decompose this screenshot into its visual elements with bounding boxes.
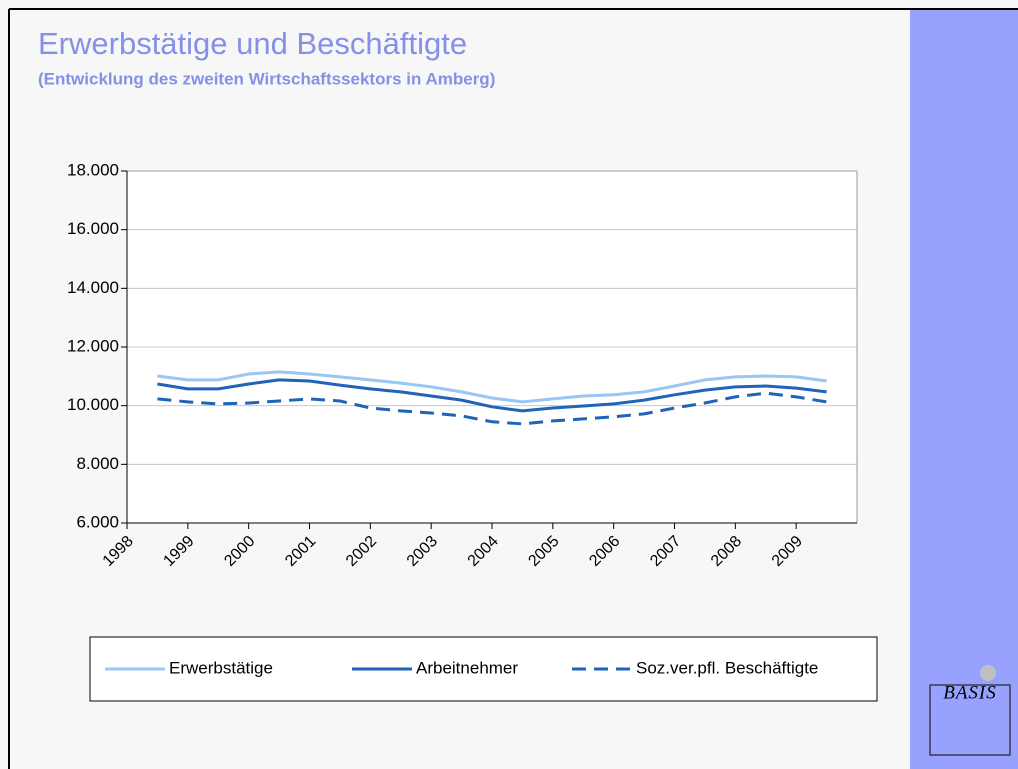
y-tick-label: 14.000 <box>67 278 119 297</box>
chart-subtitle: (Entwicklung des zweiten Wirtschaftssekt… <box>38 69 495 88</box>
logo: BASIS <box>943 682 997 703</box>
legend-box <box>89 636 878 702</box>
legend-label: Soz.ver.pfl. Beschäftigte <box>636 658 818 677</box>
legend-label: Arbeitnehmer <box>416 658 518 677</box>
y-tick-label: 12.000 <box>67 336 119 355</box>
y-tick-label: 8.000 <box>76 454 119 473</box>
series-line <box>157 378 827 413</box>
legend-label: Erwerbstätige <box>169 658 273 677</box>
side-panel <box>910 10 1018 769</box>
logo-frame <box>929 684 1011 756</box>
logo-dot <box>980 665 996 681</box>
chart-title: Erwerbstätige und Beschäftigte <box>38 26 467 61</box>
y-tick-label: 6.000 <box>76 512 119 531</box>
y-tick-label: 10.000 <box>67 395 119 414</box>
y-tick-label: 16.000 <box>67 219 119 238</box>
series-line <box>157 370 827 404</box>
y-tick-label: 18.000 <box>67 160 119 179</box>
series-line <box>157 391 827 426</box>
